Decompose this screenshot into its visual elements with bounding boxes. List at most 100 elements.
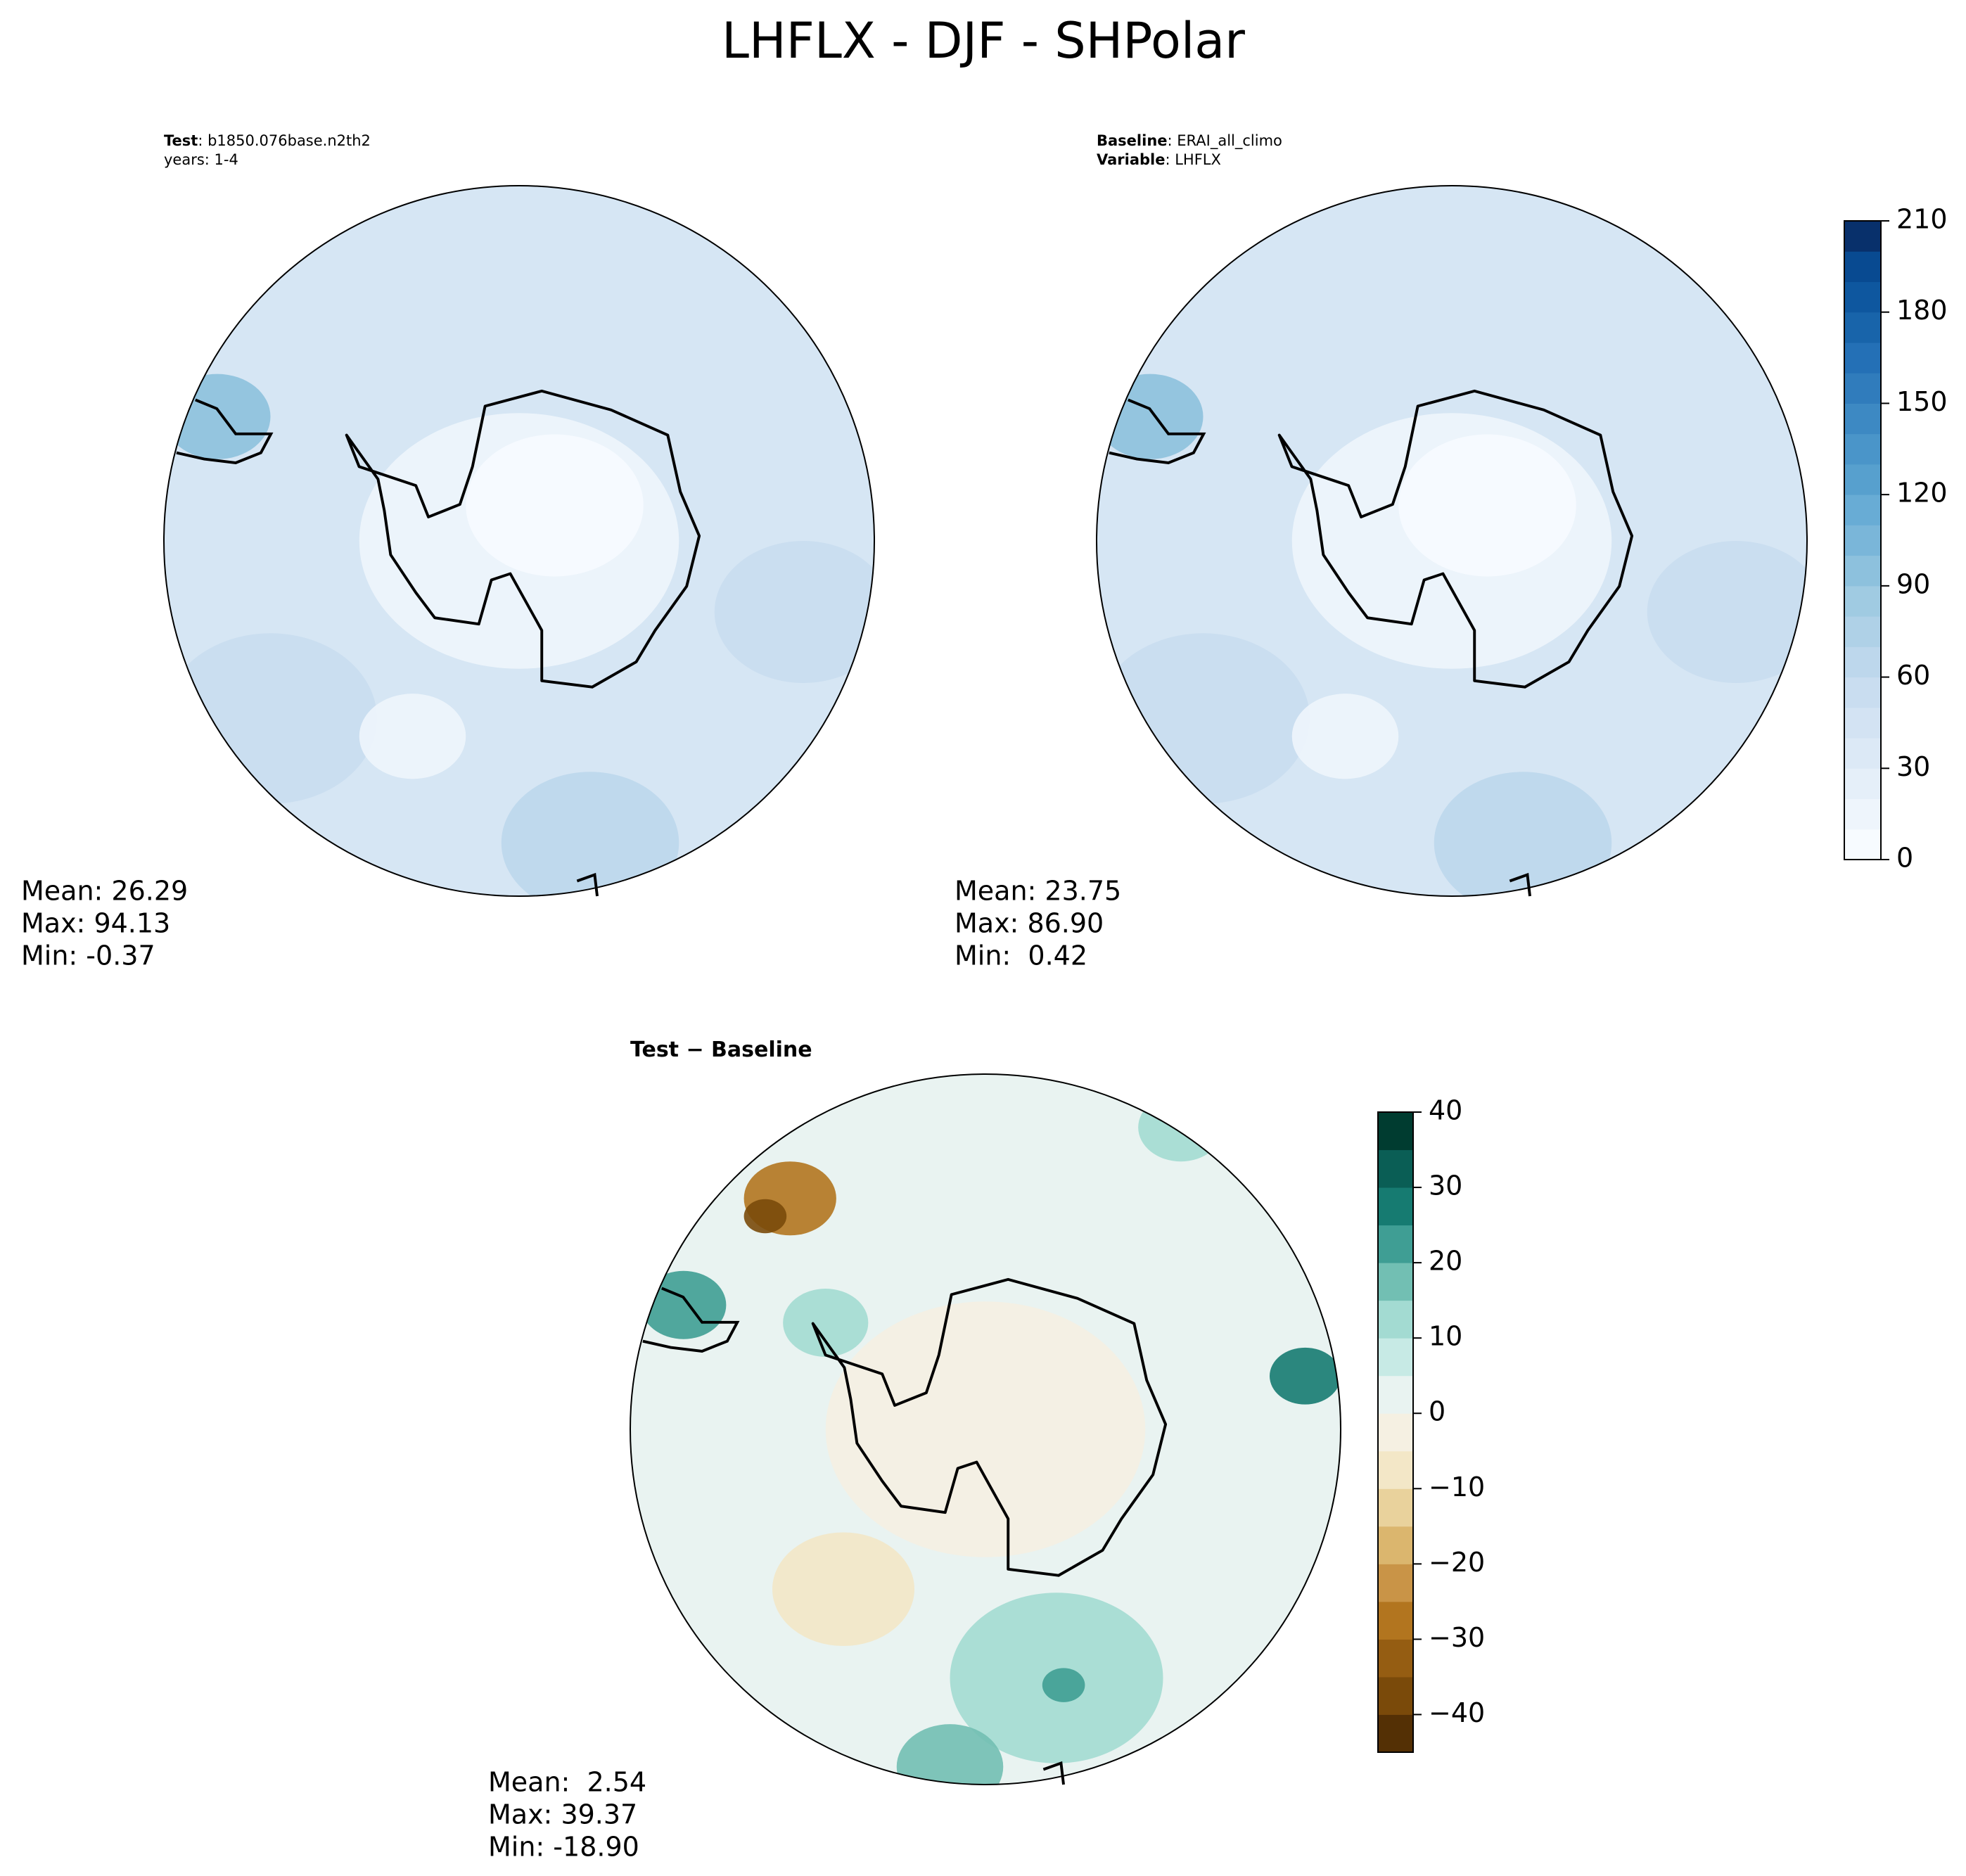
stat-label: Max: 94.13	[21, 908, 170, 939]
header-segment: Test − Baseline	[630, 1038, 812, 1062]
header-segment: : ERAI_all_climo	[1168, 132, 1282, 150]
header-segment: Test	[164, 132, 198, 149]
panel-header: years: 1-4	[164, 151, 238, 168]
map	[163, 185, 875, 898]
colorbar-band	[1844, 494, 1881, 525]
colorbar-band	[1844, 221, 1881, 252]
map-blob	[825, 1301, 1146, 1557]
colorbar-tick-label: −40	[1429, 1697, 1485, 1728]
colorbar-band	[1378, 1112, 1413, 1151]
header-segment: : LHFLX	[1165, 151, 1220, 168]
colorbar-band	[1844, 707, 1881, 739]
colorbar-tick-label: 120	[1896, 478, 1948, 509]
map-blob	[164, 633, 377, 804]
colorbar-tick-label: −20	[1429, 1547, 1485, 1578]
colorbar-band	[1378, 1639, 1413, 1678]
colorbar-band	[1378, 1488, 1413, 1527]
map	[1096, 185, 1808, 898]
map-blob	[359, 694, 466, 779]
colorbar-band	[1844, 433, 1881, 465]
header-segment: years: 1-4	[164, 151, 238, 168]
map-blob	[1270, 1347, 1341, 1405]
map-blob	[1647, 541, 1807, 683]
panel-header: Baseline: ERAI_all_climo	[1097, 132, 1282, 150]
colorbar-band	[1378, 1300, 1413, 1339]
stat-label: Max: 39.37	[488, 1799, 637, 1830]
colorbar-band	[1844, 616, 1881, 647]
colorbar-band	[1378, 1375, 1413, 1414]
colorbar-tick-label: 10	[1429, 1321, 1462, 1352]
colorbar-band	[1844, 585, 1881, 617]
map-blob	[1434, 772, 1612, 896]
map-blob	[1097, 633, 1310, 804]
colorbar-band	[1378, 1714, 1413, 1753]
map-field	[630, 1074, 1341, 1785]
map-blob	[772, 1532, 914, 1647]
colorbar-tick-label: 150	[1896, 386, 1948, 417]
colorbar-band	[1378, 1601, 1413, 1640]
map-blob	[1138, 1093, 1224, 1162]
colorbar-band	[1378, 1149, 1413, 1188]
colorbar-band	[1378, 1187, 1413, 1226]
stat-label: Min: -18.90	[488, 1832, 639, 1863]
colorbar-tick-label: −30	[1429, 1622, 1485, 1653]
colorbar-tick-label: 40	[1429, 1095, 1462, 1126]
stat-label: Mean: 26.29	[21, 876, 188, 907]
stat-label: Mean: 2.54	[488, 1767, 646, 1798]
map-blob	[743, 1199, 787, 1234]
map-blob	[714, 541, 874, 683]
colorbar-band	[1844, 312, 1881, 343]
stat-label: Max: 86.90	[955, 908, 1104, 939]
map-field	[1097, 186, 1807, 896]
colorbar-band	[1378, 1564, 1413, 1602]
header-segment: Baseline	[1097, 132, 1168, 149]
map-blob	[1291, 694, 1399, 779]
map-field	[164, 186, 874, 896]
map-boundary	[163, 185, 875, 897]
stat-label: Min: 0.42	[955, 940, 1087, 971]
colorbar-band	[1844, 251, 1881, 282]
colorbar-tick-label: 60	[1896, 660, 1930, 691]
header-segment: : b1850.076base.n2th2	[198, 132, 371, 149]
map-boundary	[1096, 185, 1808, 897]
map-blob	[1398, 434, 1576, 577]
colorbar-tick-label: 0	[1429, 1396, 1445, 1427]
colorbar-tick-label: −10	[1429, 1472, 1485, 1502]
colorbar-band	[1378, 1676, 1413, 1715]
colorbar-band	[1844, 373, 1881, 404]
stat-label: Mean: 23.75	[955, 876, 1121, 907]
colorbar-tick-label: 180	[1896, 295, 1948, 326]
map-blob	[1042, 1668, 1085, 1702]
colorbar-band	[1378, 1450, 1413, 1489]
map-blob	[641, 1270, 727, 1339]
map-boundary	[630, 1073, 1341, 1785]
colorbar-band	[1844, 798, 1881, 830]
colorbar-band	[1844, 281, 1881, 313]
map-blob	[896, 1724, 1004, 1785]
colorbar-band	[1378, 1338, 1413, 1377]
colorbar-band	[1844, 829, 1881, 860]
colorbar-tick-label: 20	[1429, 1246, 1462, 1277]
colorbar-band	[1844, 525, 1881, 556]
header-segment: Variable	[1097, 151, 1165, 168]
map-blob	[783, 1289, 869, 1357]
panel-header: Test − Baseline	[630, 1038, 812, 1062]
colorbar-band	[1844, 646, 1881, 678]
colorbar-tick-label: 30	[1429, 1170, 1462, 1201]
colorbar-band	[1844, 768, 1881, 800]
colorbar-frame	[1844, 220, 1882, 860]
stat-label: Min: -0.37	[21, 940, 155, 971]
colorbar-band	[1378, 1526, 1413, 1564]
map-blob	[466, 434, 644, 577]
colorbar-tick-label: 30	[1896, 751, 1930, 782]
colorbar-band	[1844, 738, 1881, 769]
map	[630, 1073, 1341, 1786]
colorbar-frame	[1377, 1111, 1414, 1753]
map-blob	[164, 374, 271, 459]
map-blob	[1097, 374, 1204, 459]
colorbar-band	[1844, 342, 1881, 374]
colorbar-band	[1844, 403, 1881, 435]
panel-header: Test: b1850.076base.n2th2	[164, 132, 371, 149]
